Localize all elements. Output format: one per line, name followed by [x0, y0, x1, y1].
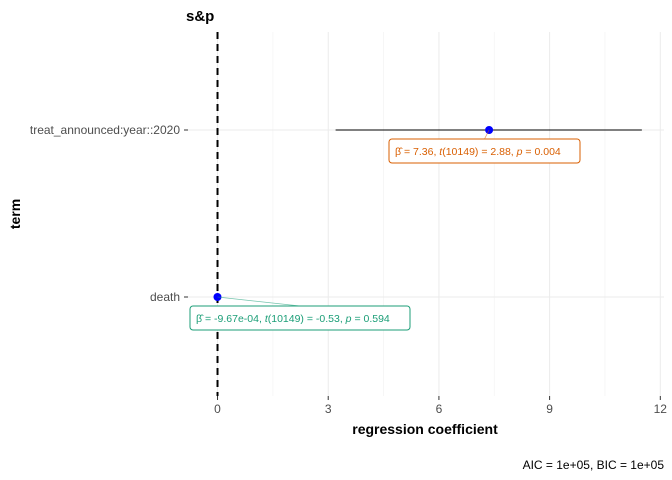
estimate-label-box: β̂ = 7.36, t(10149) = 2.88, p = 0.004: [388, 129, 581, 164]
x-tick-label: 12: [654, 402, 668, 416]
x-tick-label: 3: [325, 402, 332, 416]
x-axis: 0 3 6 9 12: [214, 396, 667, 416]
estimate-label-text: β̂ = 7.36, t(10149) = 2.88, p = 0.004: [395, 146, 561, 158]
grid-lines: [188, 32, 664, 396]
x-tick-label: 9: [546, 402, 553, 416]
x-axis-title: regression coefficient: [352, 421, 498, 437]
label-leader-line: [217, 296, 301, 307]
estimate-label-text: β̂ = -9.67e-04, t(10149) = -0.53, p = 0.…: [196, 313, 390, 325]
estimate-labels: β̂ = 7.36, t(10149) = 2.88, p = 0.004 β̂ …: [189, 129, 581, 331]
model-fit-caption: AIC = 1e+05, BIC = 1e+05: [523, 458, 665, 472]
x-tick-label: 0: [214, 402, 221, 416]
label-box-border: [189, 305, 411, 331]
chart-title: s&p: [186, 8, 214, 25]
y-tick-label: treat_announced:year::2020: [30, 123, 180, 137]
y-axis-title: term: [7, 199, 23, 229]
x-tick-label: 6: [436, 402, 443, 416]
y-tick-label: death: [150, 290, 180, 304]
label-box-border: [388, 138, 581, 164]
label-leader-line: [484, 129, 490, 140]
estimate-label-box: β̂ = -9.67e-04, t(10149) = -0.53, p = 0.…: [189, 296, 411, 331]
